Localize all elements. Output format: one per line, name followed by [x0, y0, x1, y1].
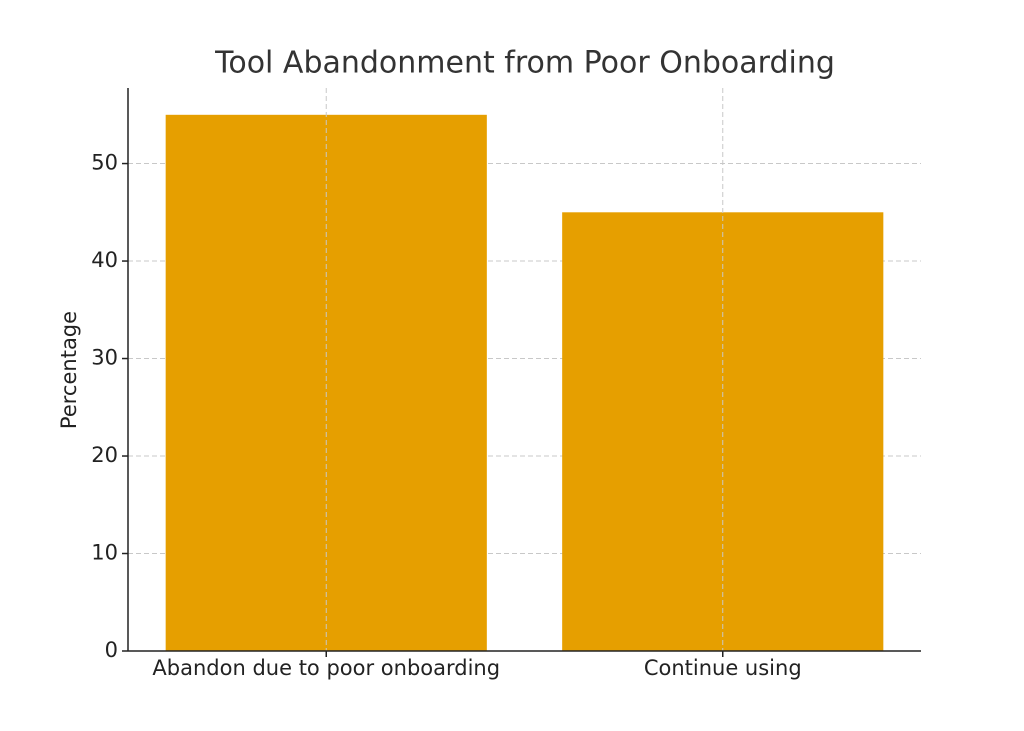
- y-axis-label: Percentage: [57, 311, 81, 429]
- x-tick-label: Abandon due to poor onboarding: [152, 656, 500, 680]
- chart-title: Tool Abandonment from Poor Onboarding: [214, 46, 835, 81]
- y-tick-label: 30: [91, 346, 118, 370]
- y-tick-label: 0: [105, 638, 118, 662]
- x-tick-label: Continue using: [644, 656, 802, 680]
- y-tick-label: 10: [91, 541, 118, 565]
- y-tick-label: 50: [91, 151, 118, 175]
- y-tick-label: 40: [91, 248, 118, 272]
- y-tick-label: 20: [91, 443, 118, 467]
